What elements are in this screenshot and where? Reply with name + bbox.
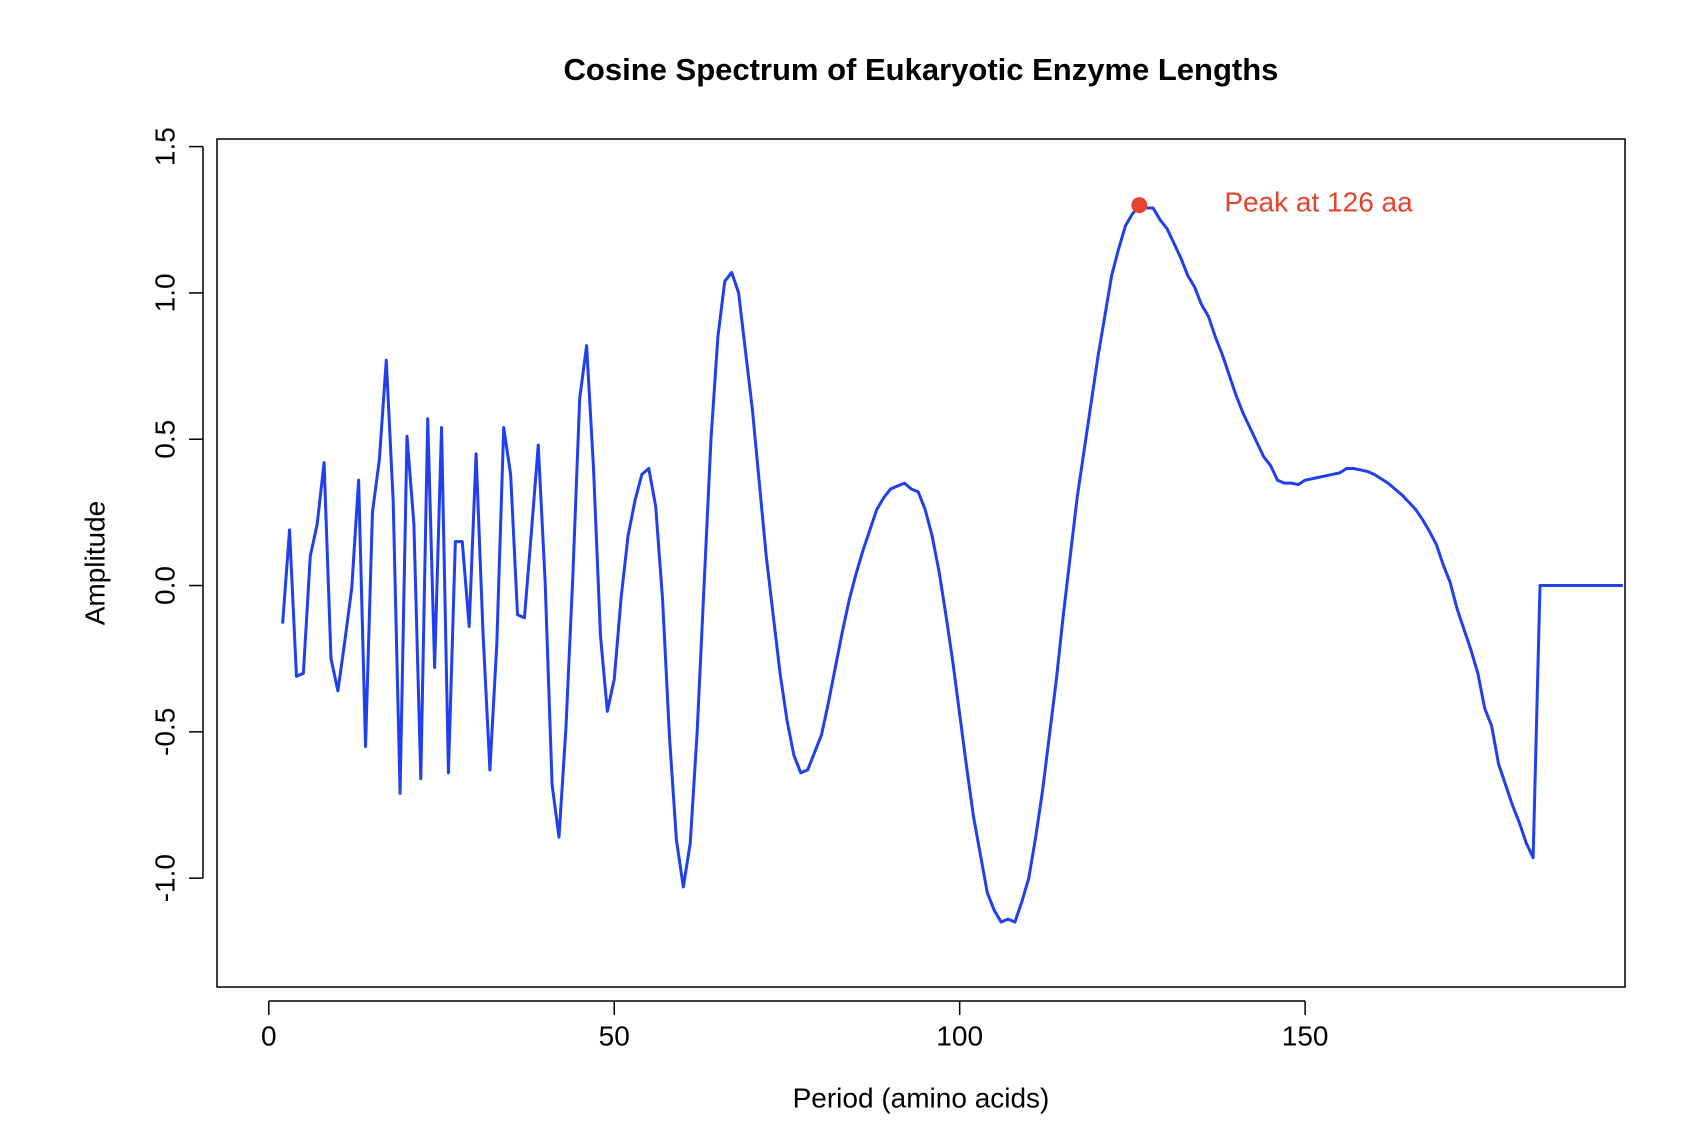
plot-frame xyxy=(216,138,1626,988)
y-tick-label: -1.0 xyxy=(149,854,180,902)
data-line xyxy=(281,203,1623,924)
x-axis-label: Period (amino acids) xyxy=(793,1082,1050,1113)
chart-title: Cosine Spectrum of Eukaryotic Enzyme Len… xyxy=(564,52,1279,87)
y-tick-label: 1.5 xyxy=(149,127,180,166)
peak-annotation: Peak at 126 aa xyxy=(1224,187,1413,218)
y-tick-label: 0.5 xyxy=(149,420,180,459)
x-tick-label: 50 xyxy=(599,1020,630,1051)
x-tick-label: 150 xyxy=(1282,1020,1329,1051)
y-tick-label: 0.0 xyxy=(149,566,180,605)
y-axis-label: Amplitude xyxy=(79,501,110,626)
x-tick-label: 100 xyxy=(936,1020,983,1051)
peak-marker xyxy=(1131,197,1148,214)
y-tick-label: 1.0 xyxy=(149,273,180,312)
x-tick-label: 0 xyxy=(261,1020,277,1051)
y-tick-label: -0.5 xyxy=(149,708,180,756)
